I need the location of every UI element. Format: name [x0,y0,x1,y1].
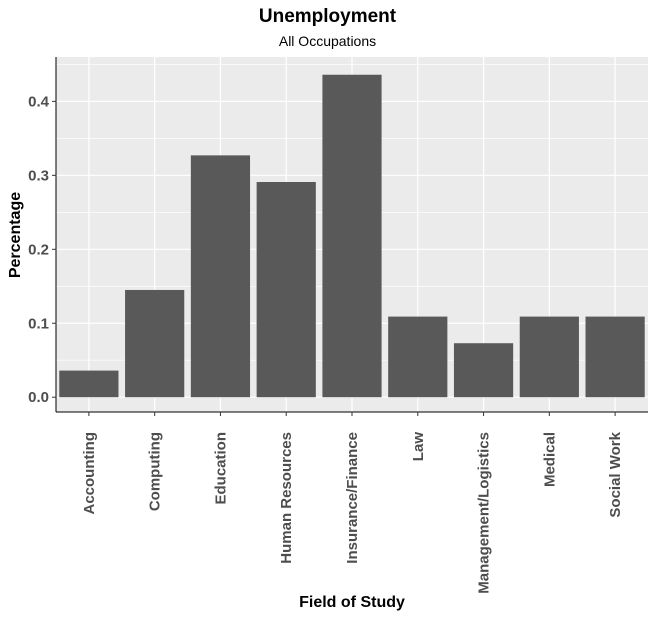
y-tick-label: 0.0 [28,389,49,406]
y-tick-label: 0.3 [28,167,49,184]
x-tick-label: Accounting [81,432,98,515]
chart-title: Unemployment [258,6,397,27]
y-tick-label: 0.4 [28,93,50,110]
bar [256,181,316,398]
y-tick-label: 0.1 [28,315,49,332]
x-tick-label: Human Resources [278,432,295,564]
bar [190,155,251,398]
x-tick-label: Management/Logistics [476,432,493,594]
bar [322,74,382,398]
x-tick-label: Law [410,432,427,462]
y-tick-label: 0.2 [28,241,49,258]
y-axis-title: Percentage [7,191,24,279]
x-tick-label: Education [212,432,229,505]
bar [585,316,645,398]
bar [519,316,579,398]
chart-subtitle: All Occupations [278,33,377,49]
bar [125,289,185,398]
x-tick-label: Computing [147,432,164,511]
x-tick-label: Medical [541,432,558,487]
bar [453,343,514,398]
x-tick-label: Social Work [607,431,624,517]
bar [59,370,119,398]
x-tick-label: Insurance/Finance [344,432,361,564]
bar [388,316,448,398]
x-axis-title: Field of Study [299,594,405,611]
